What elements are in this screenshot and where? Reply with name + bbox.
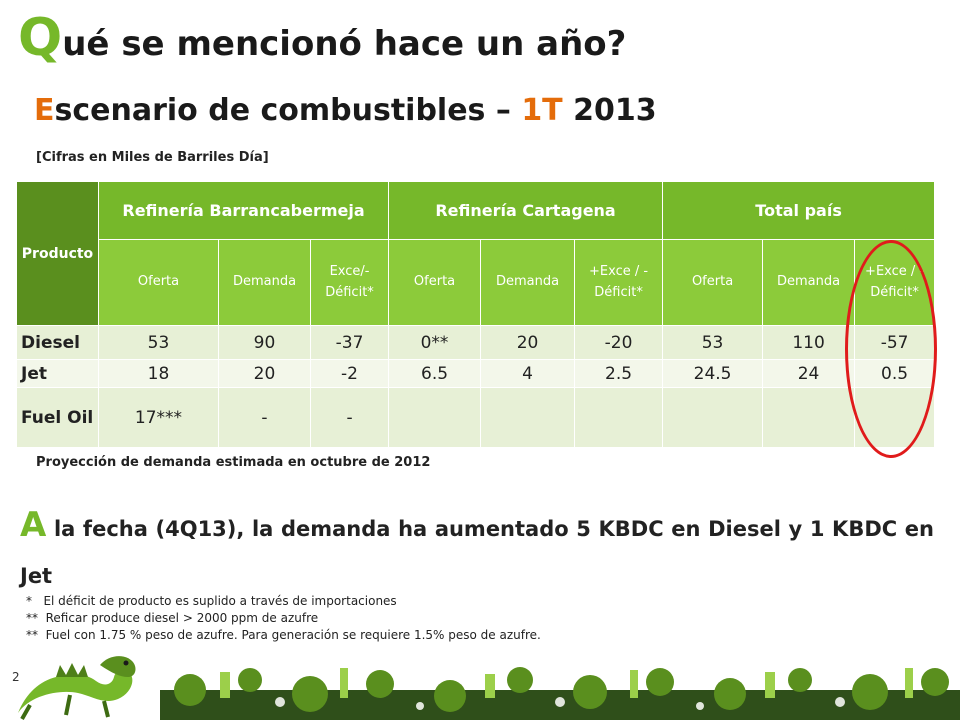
subtitle-text-1: scenario de combustibles –: [54, 93, 522, 128]
value-cell: 20: [480, 325, 576, 360]
column-header: Demanda: [762, 239, 856, 326]
table-row-jet: Jet 18 20 -2 6.5 4 2.5 24.5 24 0.5: [16, 359, 936, 388]
value-cell: 6.5: [388, 359, 482, 388]
value-cell: 53: [662, 325, 764, 360]
iguana-logo-icon: [18, 656, 136, 720]
table-row-diesel: Diesel 53 90 -37 0** 20 -20 53 110 -57: [16, 325, 936, 360]
demand-statement: A la fecha (4Q13), la demanda ha aumenta…: [20, 494, 934, 596]
title-text: ué se mencionó hace un año?: [62, 24, 627, 64]
value-cell: -: [218, 387, 311, 448]
fuel-scenario-table: Producto Refinería Barrancabermeja Refin…: [16, 181, 936, 448]
column-header: Exce/- Déficit*: [309, 239, 390, 326]
column-header: Demanda: [218, 239, 311, 326]
product-cell: Diesel: [16, 325, 99, 360]
footnote: ** Fuel con 1.75 % peso de azufre. Para …: [26, 627, 541, 642]
value-cell: 20: [218, 359, 311, 388]
product-cell: Fuel Oil: [16, 387, 99, 448]
units-note: [Cifras en Miles de Barriles Día]: [36, 150, 269, 165]
statement-initial: A: [20, 505, 47, 545]
value-cell: 4: [480, 359, 576, 388]
title-initial: Q: [18, 8, 63, 68]
slide-subtitle: Escenario de combustibles – 1T 2013: [34, 93, 657, 128]
value-cell: -37: [309, 325, 390, 360]
value-cell: 24.5: [662, 359, 764, 388]
subtitle-text-2: 2013: [562, 93, 657, 128]
group-header: Refinería Cartagena: [388, 181, 664, 240]
value-cell: 2.5: [574, 359, 664, 388]
value-cell: 0**: [388, 325, 482, 360]
page-number: 2: [12, 670, 20, 684]
projection-note: Proyección de demanda estimada en octubr…: [36, 455, 431, 470]
value-cell: [662, 387, 764, 448]
value-cell: -2: [309, 359, 390, 388]
value-cell: -20: [574, 325, 664, 360]
column-header: Oferta: [662, 239, 764, 326]
column-header: Oferta: [388, 239, 482, 326]
slide-title: Qué se mencionó hace un año?: [18, 12, 626, 64]
value-cell: [388, 387, 482, 448]
footnotes: * El déficit de producto es suplido a tr…: [26, 593, 541, 643]
column-header: Demanda: [480, 239, 576, 326]
group-header: Total país: [662, 181, 936, 240]
value-cell: 53: [98, 325, 219, 360]
product-cell: Jet: [16, 359, 99, 388]
footnote: * El déficit de producto es suplido a tr…: [26, 594, 397, 608]
value-cell: [480, 387, 576, 448]
footnote: ** Reficar produce diesel > 2000 ppm de …: [26, 610, 319, 625]
value-cell: [762, 387, 856, 448]
group-header: Refinería Barrancabermeja: [97, 181, 390, 240]
value-cell: 17***: [98, 387, 219, 448]
column-header: Oferta: [98, 239, 219, 326]
highlight-ellipse: [845, 240, 937, 458]
value-cell: -: [309, 387, 390, 448]
table-row-fuel-oil: Fuel Oil 17*** - -: [16, 387, 936, 448]
subtitle-accent: 1T: [521, 93, 563, 128]
value-cell: 110: [762, 325, 856, 360]
subtitle-initial: E: [34, 93, 55, 128]
statement-text: la fecha (4Q13), la demanda ha aumentado…: [20, 517, 934, 588]
value-cell: 24: [762, 359, 856, 388]
product-header: Producto: [16, 181, 99, 326]
decorative-pattern-band: [160, 667, 960, 720]
value-cell: 90: [218, 325, 311, 360]
value-cell: 18: [98, 359, 219, 388]
column-header: +Exce / - Déficit*: [574, 239, 664, 326]
value-cell: [574, 387, 664, 448]
